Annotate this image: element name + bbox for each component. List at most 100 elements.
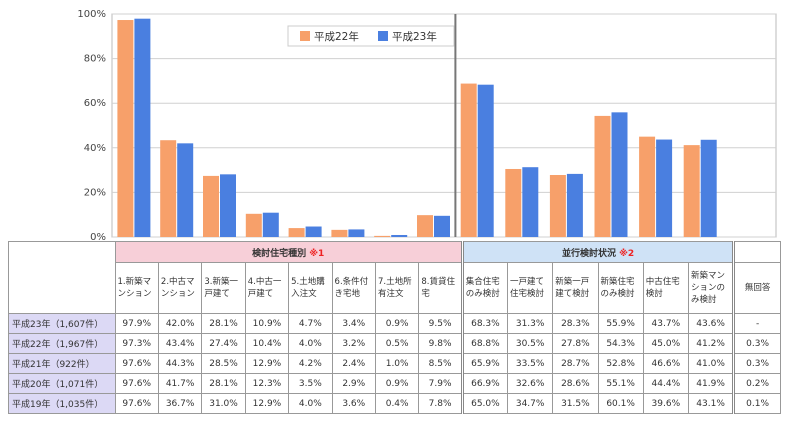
bars (117, 18, 717, 238)
row-label: 平成19年（1,035件） (8, 393, 116, 414)
bar (639, 136, 656, 237)
table-cell: 12.9% (244, 353, 290, 374)
table-cell: 68.8% (460, 333, 509, 354)
table-cell: 54.3% (597, 333, 644, 354)
note-marker: ※2 (619, 248, 635, 259)
table-cell: 36.7% (157, 393, 203, 414)
bar (160, 140, 177, 237)
table-cell: 9.8% (418, 333, 463, 354)
table-cell: 0.4% (374, 393, 420, 414)
table-cell-no-answer: 0.1% (732, 393, 781, 414)
legend-label: 平成23年 (392, 30, 437, 43)
column-header-no-answer: 無回答 (732, 262, 781, 314)
y-tick-label: 20% (84, 187, 106, 198)
y-tick-label: 80% (84, 54, 106, 65)
bar (348, 229, 365, 237)
table-cell: 43.1% (687, 393, 735, 414)
table-cell: 97.3% (114, 333, 159, 354)
bar (391, 234, 408, 237)
table-cell: 41.2% (687, 333, 735, 354)
bar (505, 168, 522, 237)
column-header: 新築住宅のみ検討 (597, 262, 644, 314)
table-cell: 4.0% (288, 393, 333, 414)
bar (434, 215, 450, 237)
bar (522, 167, 539, 237)
column-header: 3.新築一戸建て (201, 262, 246, 314)
table-row: 平成20年（1,071件） 97.6% 41.7% 28.1% 12.3% 3.5% 2.9… (8, 373, 781, 394)
bar (331, 229, 348, 237)
column-header: 5.土地購入注文 (288, 262, 333, 314)
table-cell: 97.6% (114, 353, 159, 374)
bar (549, 175, 566, 237)
bar (134, 18, 151, 238)
table-cell: 52.8% (597, 353, 644, 374)
table-cell-no-answer: 0.2% (732, 373, 781, 394)
table-cell: 1.0% (374, 353, 420, 374)
table-cell: 9.5% (418, 313, 463, 334)
bar (656, 139, 673, 237)
table-cell-no-answer: 0.3% (732, 333, 781, 354)
table-cell: 44.4% (642, 373, 689, 394)
table-cell: 66.9% (460, 373, 509, 394)
column-header: 1.新築マンション (114, 262, 159, 314)
bar (177, 143, 194, 237)
row-label: 平成21年（922件） (8, 353, 116, 374)
table-cell: 31.0% (201, 393, 246, 414)
bar (305, 226, 322, 237)
bar (288, 228, 305, 237)
data-table: 検討住宅種別 ※1 並行検討状況 ※2 1.新築マンション 2.中古マンション 3.新築… (8, 241, 781, 414)
note-marker: ※1 (309, 248, 325, 259)
table-cell: 97.6% (114, 393, 159, 414)
bar (566, 173, 583, 237)
table-cell: 2.4% (331, 353, 376, 374)
table-cell: 31.5% (552, 393, 599, 414)
bar (683, 145, 700, 237)
table-cell: 43.6% (687, 313, 735, 334)
table-cell: 8.5% (418, 353, 463, 374)
table-cell: 43.7% (642, 313, 689, 334)
table-cell: 10.4% (244, 333, 290, 354)
table-cell: 0.5% (374, 333, 420, 354)
y-tick-label: 40% (84, 143, 106, 154)
bar (700, 139, 717, 237)
row-label: 平成22年（1,967件） (8, 333, 116, 354)
table-cell: 3.6% (331, 393, 376, 414)
bar (477, 84, 494, 237)
table-cell: 27.8% (552, 333, 599, 354)
table-cell: 60.1% (597, 393, 644, 414)
bar (220, 174, 236, 237)
table-cell: 28.5% (201, 353, 246, 374)
column-header: 一戸建て住宅検討 (507, 262, 554, 314)
row-label: 平成20年（1,071件） (8, 373, 116, 394)
table-row: 平成23年（1,607件） 97.9% 42.0% 28.1% 10.9% 4.7% 3.4… (8, 313, 781, 334)
column-header: 集合住宅のみ検討 (460, 262, 509, 314)
column-header: 新築マンションのみ検討 (687, 262, 735, 314)
table-cell-no-answer: 0.3% (732, 353, 781, 374)
bar (374, 235, 391, 237)
legend-swatch (378, 31, 388, 41)
table-cell: 27.4% (201, 333, 246, 354)
table-cell: 34.7% (507, 393, 554, 414)
table-cell: 32.6% (507, 373, 554, 394)
table-cell: 55.9% (597, 313, 644, 334)
table-cell: 65.0% (460, 393, 509, 414)
table-cell: 46.6% (642, 353, 689, 374)
bar (117, 20, 134, 238)
column-header: 8.賃貸住宅 (418, 262, 463, 314)
table-cell: 28.1% (201, 313, 246, 334)
table-cell: 41.7% (157, 373, 203, 394)
table-cell: 10.9% (244, 313, 290, 334)
table-cell: 3.4% (331, 313, 376, 334)
table-cell: 12.9% (244, 393, 290, 414)
table-cell: 41.9% (687, 373, 735, 394)
bar-chart: 100% 80% 60% 40% 20% 0% 平成22年 平成23年 (77, 9, 777, 240)
table-cell: 3.2% (331, 333, 376, 354)
column-header: 4.中古一戸建て (244, 262, 290, 314)
table-cell: 28.1% (201, 373, 246, 394)
bar (245, 213, 262, 237)
bar (594, 115, 611, 237)
table-cell: 97.6% (114, 373, 159, 394)
bar (611, 112, 628, 237)
group-header-blank (732, 241, 781, 263)
row-label: 平成23年（1,607件） (8, 313, 116, 334)
